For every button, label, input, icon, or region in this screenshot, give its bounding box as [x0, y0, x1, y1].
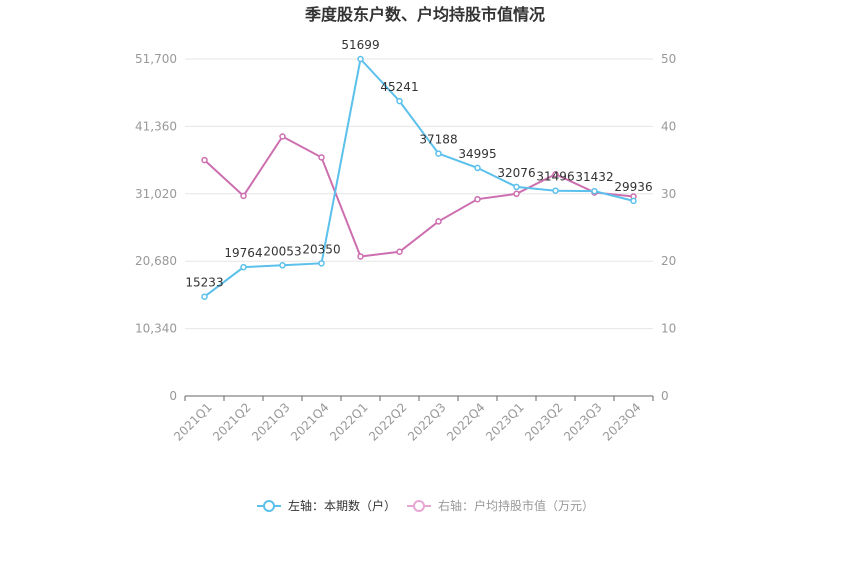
x-axis-tick-label: 2021Q3 — [249, 400, 293, 444]
left-axis-tick-label: 10,340 — [135, 322, 177, 336]
data-point-left[interactable] — [630, 197, 637, 205]
grid — [185, 58, 653, 330]
x-axis-tick-label: 2022Q3 — [405, 400, 449, 444]
data-point-right[interactable] — [435, 218, 442, 225]
data-point-left[interactable] — [318, 260, 325, 267]
data-label: 37188 — [419, 133, 457, 147]
data-labels: 15233 19764 20053 20350 51699 45241 3718834995… — [185, 38, 652, 290]
x-axis-tick-label: 2021Q4 — [288, 400, 332, 444]
right-axis-tick-label: 20 — [661, 254, 676, 268]
data-point-right[interactable] — [357, 253, 364, 260]
x-axis-tick-label: 2023Q2 — [522, 400, 566, 444]
data-label: 29936 — [614, 180, 652, 194]
x-axis-tick-label: 2021Q2 — [210, 400, 254, 444]
data-label: 20053 — [263, 244, 301, 258]
x-axis-tick-label: 2021Q1 — [171, 400, 215, 444]
legend-label-left-series: 左轴：本期数（户） — [288, 498, 396, 513]
data-point-left[interactable] — [201, 293, 208, 300]
right-axis-tick-label: 40 — [661, 119, 676, 133]
legend[interactable]: 左轴：本期数（户） 右轴：户均持股市值（万元） — [257, 498, 594, 513]
data-label: 31496 — [536, 170, 574, 184]
left-axis-tick-label: 31,020 — [135, 187, 177, 201]
series-line-left — [203, 56, 634, 298]
right-axis-tick-label: 30 — [661, 187, 676, 201]
data-point-left[interactable] — [591, 187, 598, 195]
left-axis-tick-label: 41,360 — [135, 119, 177, 133]
data-point-left[interactable] — [279, 262, 286, 269]
legend-item-left-series[interactable]: 左轴：本期数（户） — [257, 498, 396, 513]
data-point-right[interactable] — [474, 195, 481, 203]
legend-item-right-series[interactable]: 右轴：户均持股市值（万元） — [407, 498, 594, 513]
legend-marker-left-series — [263, 500, 275, 512]
data-point-right[interactable] — [279, 133, 286, 140]
data-label: 19764 — [224, 246, 262, 260]
data-point-left[interactable] — [357, 55, 364, 63]
data-point-left[interactable] — [240, 263, 247, 271]
left-axis-tick-label: 0 — [169, 389, 177, 403]
left-axis-tick-label: 20,680 — [135, 254, 177, 268]
data-point-left[interactable] — [435, 150, 442, 157]
legend-marker-right-series — [413, 500, 425, 512]
data-point-right[interactable] — [396, 248, 403, 256]
data-point-left[interactable] — [552, 187, 559, 194]
data-label: 51699 — [341, 38, 379, 52]
x-axis-tick-label: 2023Q3 — [561, 400, 605, 444]
data-point-right[interactable] — [201, 156, 208, 164]
data-point-right[interactable] — [513, 190, 520, 198]
x-axis-tick-label: 2022Q4 — [444, 400, 488, 444]
data-point-right[interactable] — [240, 192, 247, 200]
data-label: 34995 — [458, 147, 496, 161]
data-label: 31432 — [575, 170, 613, 184]
x-axis-tick-label: 2023Q1 — [483, 400, 527, 444]
data-label: 45241 — [380, 80, 418, 94]
data-point-left[interactable] — [474, 164, 481, 172]
x-axis-tick-label: 2023Q4 — [600, 400, 644, 444]
data-label: 20350 — [302, 242, 340, 256]
right-axis-tick-label: 10 — [661, 322, 676, 336]
right-axis-tick-label: 50 — [661, 52, 676, 66]
series-line-right — [203, 135, 634, 258]
legend-label-right-series: 右轴：户均持股市值（万元） — [438, 498, 594, 513]
data-point-left[interactable] — [513, 183, 520, 191]
x-axis-tick-label: 2022Q1 — [327, 400, 371, 444]
x-axis-tick-label: 2022Q2 — [366, 400, 410, 444]
data-point-right[interactable] — [318, 154, 325, 161]
data-point-left[interactable] — [396, 97, 403, 105]
data-label: 15233 — [185, 276, 223, 290]
series — [201, 55, 637, 300]
chart-title: 季度股东户数、户均持股市值情况 — [304, 5, 545, 24]
right-axis-tick-label: 0 — [661, 389, 669, 403]
data-label: 32076 — [497, 166, 535, 180]
left-axis-tick-label: 51,700 — [135, 52, 177, 66]
data-point-right[interactable] — [552, 171, 559, 178]
